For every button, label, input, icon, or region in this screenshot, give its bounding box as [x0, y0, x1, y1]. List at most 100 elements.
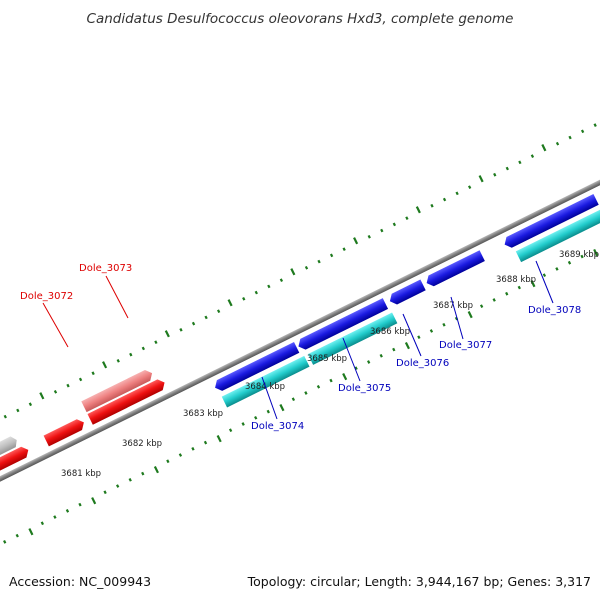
minor-tick [555, 141, 560, 146]
minor-tick [241, 422, 245, 426]
major-tick [28, 528, 34, 536]
gene-label-dole-3073[interactable]: Dole_3073 [79, 263, 132, 274]
gene-dole-3077-arrow [426, 250, 485, 287]
kbp-label: 3687 kbp [433, 301, 473, 311]
gene-dole-3074-cds [221, 355, 310, 408]
minor-tick [266, 409, 270, 414]
leader-line-dole-3072 [42, 302, 69, 348]
minor-tick [178, 453, 183, 457]
major-tick [102, 361, 108, 369]
major-tick [404, 341, 410, 350]
minor-tick [16, 408, 20, 413]
minor-tick [329, 253, 334, 258]
genome-summary-text: Topology: circular; Length: 3,944,167 bp… [247, 574, 591, 589]
minor-tick [580, 254, 584, 259]
leader-line-dole-3073 [105, 275, 129, 319]
minor-tick [166, 459, 170, 464]
minor-tick [492, 298, 496, 302]
minor-tick [304, 391, 308, 395]
major-tick [227, 299, 233, 307]
minor-tick [204, 315, 208, 320]
gene-label-dole-3072[interactable]: Dole_3072 [20, 291, 73, 302]
major-tick [342, 373, 348, 381]
kbp-label: 3683 kbp [183, 409, 223, 419]
major-tick [353, 237, 359, 245]
major-tick [593, 248, 599, 257]
major-tick [415, 206, 421, 214]
kbp-label: 3681 kbp [61, 469, 101, 479]
map-title: Candidatus Desulfococcus oleovorans Hxd3… [87, 11, 514, 27]
minor-tick [154, 340, 158, 345]
gene-red-arrow [87, 379, 165, 425]
minor-tick [392, 222, 397, 227]
minor-tick [505, 166, 509, 171]
minor-tick [417, 335, 421, 340]
outer-scale-ticks [3, 123, 597, 419]
minor-tick [567, 260, 572, 265]
major-tick [153, 466, 159, 474]
accession-text: Accession: NC_009943 [9, 574, 151, 589]
minor-tick [116, 358, 120, 363]
inner-scale-ticks [3, 248, 599, 544]
gene-red-arrow [43, 419, 84, 447]
gene-dole-3076-arrow [389, 279, 426, 305]
minor-tick [66, 383, 70, 388]
kbp-label: 3685 kbp [307, 354, 347, 364]
minor-tick [91, 371, 95, 376]
minor-tick [580, 129, 585, 134]
genome-band [0, 123, 600, 544]
gene-dole-3074-arrow [215, 342, 300, 391]
minor-tick [316, 384, 321, 389]
gene-dole-3078-arrow [504, 194, 599, 248]
major-tick [216, 435, 222, 443]
gene-label-dole-3074[interactable]: Dole_3074 [251, 421, 304, 432]
gene-dole-3075-arrow [298, 298, 389, 350]
minor-tick [191, 321, 196, 326]
minor-tick [40, 521, 45, 526]
minor-tick [593, 123, 597, 127]
minor-tick [228, 428, 233, 433]
minor-tick [317, 259, 321, 264]
minor-tick [28, 402, 33, 407]
minor-tick [78, 502, 82, 507]
kbp-label: 3682 kbp [122, 439, 162, 449]
minor-tick [568, 135, 572, 140]
leader-line-dole-3074 [261, 376, 278, 420]
gene-label-dole-3077[interactable]: Dole_3077 [439, 340, 492, 351]
minor-tick [53, 515, 57, 519]
minor-tick [530, 154, 535, 158]
genome-backbone [0, 136, 600, 513]
gene-leader-lines [42, 260, 554, 420]
minor-tick [442, 322, 446, 327]
minor-tick [493, 172, 497, 177]
minor-tick [279, 278, 284, 283]
major-tick [279, 404, 285, 412]
gene-label-dole-3076[interactable]: Dole_3076 [396, 358, 449, 369]
minor-tick [329, 378, 333, 383]
leader-line-dole-3076 [402, 313, 422, 357]
minor-tick [455, 191, 459, 196]
minor-tick [354, 366, 358, 371]
major-tick [478, 175, 484, 183]
gene-gray-arrow [0, 436, 17, 472]
major-tick [164, 330, 170, 338]
minor-tick [129, 352, 133, 357]
minor-tick [203, 440, 208, 445]
reverse-gene-row [215, 194, 600, 408]
gene-labels: Dole_3072 Dole_3073 Dole_3074 Dole_3075 … [20, 263, 581, 432]
minor-tick [179, 327, 183, 332]
kbp-scale-labels: 3681 kbp 3682 kbp 3683 kbp 3684 kbp 3685… [61, 250, 599, 479]
minor-tick [254, 415, 258, 420]
minor-tick [116, 484, 120, 488]
minor-tick [518, 160, 522, 165]
minor-tick [141, 471, 145, 476]
minor-tick [555, 267, 559, 271]
minor-tick [267, 284, 271, 289]
minor-tick [53, 390, 58, 394]
major-tick [541, 144, 547, 152]
minor-tick [392, 347, 396, 352]
minor-tick [342, 247, 346, 252]
gene-label-dole-3078[interactable]: Dole_3078 [528, 305, 581, 316]
gene-label-dole-3075[interactable]: Dole_3075 [338, 383, 391, 394]
